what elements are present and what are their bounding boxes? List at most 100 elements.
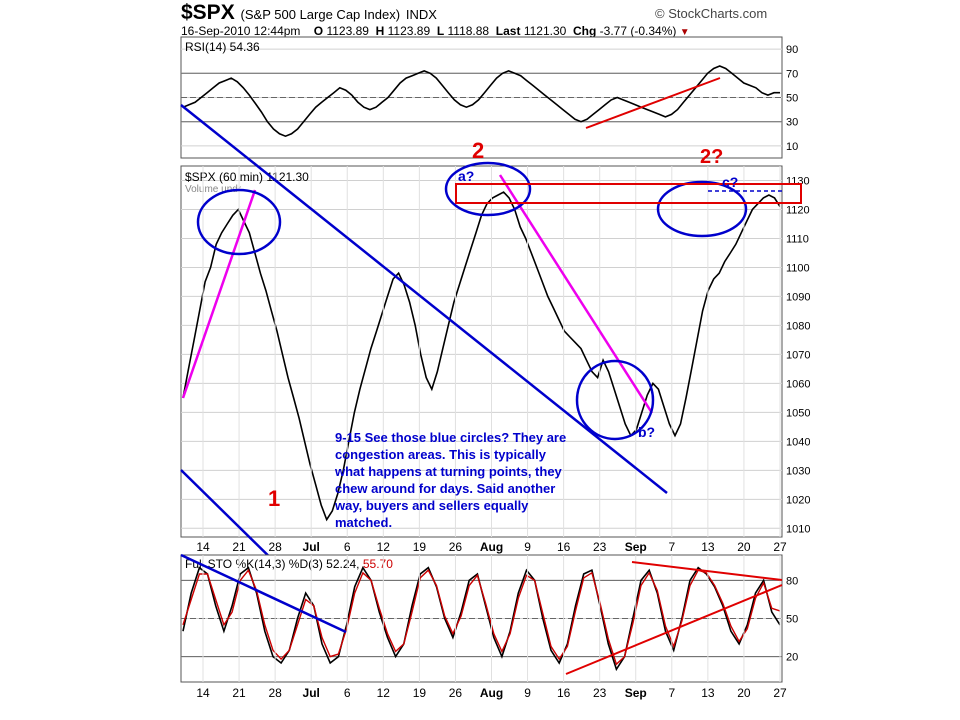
x-tick-label: 6 [344,540,351,554]
x-tick-label: Jul [303,686,320,700]
x-tick-label: 19 [413,686,427,700]
x-tick-label: Aug [480,540,503,554]
x-tick-label: Sep [625,540,647,554]
high-label: H [375,24,385,38]
exchange: INDX [405,7,437,22]
note-line: 9-15 See those blue circles? They are [335,430,566,445]
price-panel: $SPX (60 min) 1121.30 Volume undr 101010… [180,104,810,633]
rsi-title: RSI(14) 54.36 [185,40,260,54]
note-line: matched. [335,515,392,530]
price-title: $SPX (60 min) 1121.30 [185,170,309,184]
x-tick-label: 26 [449,540,463,554]
y-tick-label: 1020 [786,494,810,506]
sto-trend-lower [565,584,783,675]
x-tick-label: Aug [480,686,503,700]
note-line: what happens at turning points, they [334,464,563,479]
stochastic-panel: Full STO %K(14,3) %D(3) 52.24, 55.70 20 5… [180,553,798,700]
y-tick-label: 30 [786,117,798,129]
open-value: 1123.89 [326,24,369,38]
chg-label: Chg [572,24,597,38]
rsi-series [182,65,780,138]
y-tick-label: 80 [786,575,798,587]
y-tick-label: 1130 [786,175,810,187]
index-name: (S&P 500 Large Cap Index) [240,7,401,22]
x-tick-label: 12 [377,686,391,700]
x-tick-label: 28 [268,540,282,554]
sto-y-ticks: 20 50 80 [786,575,798,663]
x-tick-label: 23 [593,540,607,554]
quote-line: 16-Sep-2010 12:44pm O 1123.89 H 1123.89 … [181,24,690,38]
magenta-trend-1 [181,189,257,399]
x-tick-label: Jul [303,540,320,554]
y-tick-label: 70 [786,68,798,80]
price-grid [181,179,782,529]
y-tick-label: 1100 [786,262,810,274]
sto-trend-upper [631,561,783,581]
x-tick-label: 21 [232,540,246,554]
x-tick-label: 23 [593,686,607,700]
last-value: 1121.30 [523,24,567,38]
sto-x-ticks: 14 21 28 Jul 6 12 19 26 Aug 9 16 23 Sep 7 13 20 27 [196,555,787,700]
congestion-circle-1 [196,188,282,256]
commentary-note: 9-15 See those blue circles? They are con… [334,430,566,530]
chg-value: -3.77 (-0.34%) [599,24,677,38]
y-tick-label: 1010 [786,523,810,535]
symbol-title: $SPX (S&P 500 Large Cap Index) INDX [181,1,437,25]
wave-label-2: 2 [472,138,484,163]
stockcharts-logo: © StockCharts.com [655,6,768,21]
low-label: L [436,24,445,38]
x-tick-label: 6 [344,686,351,700]
last-label: Last [495,24,521,38]
low-value: 1118.88 [447,24,490,38]
series-line-1 [182,568,781,666]
wave-label-bq: b? [638,424,655,440]
high-value: 1123.89 [387,24,431,38]
wave-label-aq: a? [458,168,474,184]
open-label: O [313,24,324,38]
x-tick-label: Sep [625,686,647,700]
x-tick-label: 27 [773,686,787,700]
x-tick-label: 26 [449,686,463,700]
magenta-trend-2 [498,174,654,414]
note-line: chew around for days. Said another [335,481,555,496]
sto-series [182,566,781,672]
congestion-circle-3 [575,359,655,441]
rsi-panel: RSI(14) 54.36 10 30 50 70 90 [180,36,798,159]
downtrend-line-upper [180,104,668,494]
price-y-ticks: 1010 1020 1030 1040 1050 1060 1070 1080 1090 1100… [786,175,810,535]
y-tick-label: 20 [786,652,798,664]
rsi-trendline [585,77,721,129]
x-tick-label: 14 [196,540,210,554]
wave-label-1: 1 [268,486,280,511]
x-tick-label: 12 [377,540,391,554]
price-x-ticks: 14 21 28 Jul 6 12 19 26 Aug 9 16 23 Sep 7 13 20 27 [196,166,787,554]
quote-date: 16-Sep-2010 12:44pm [181,24,301,38]
note-line: congestion areas. This is typically [335,447,547,462]
wave-label-cq: c? [722,174,738,190]
y-tick-label: 50 [786,93,798,105]
x-tick-label: 13 [701,686,715,700]
y-tick-label: 1080 [786,320,810,332]
x-tick-label: 20 [737,540,751,554]
congestion-circle-2 [444,161,532,217]
y-tick-label: 50 [786,614,798,626]
x-tick-label: 28 [268,686,282,700]
y-tick-label: 90 [786,44,798,56]
x-tick-label: 16 [557,686,571,700]
y-tick-label: 1090 [786,291,810,303]
resistance-box [455,183,802,204]
x-tick-label: 9 [524,540,531,554]
y-tick-label: 1120 [786,204,810,216]
y-tick-label: 1110 [786,233,809,245]
y-tick-label: 1040 [786,436,810,448]
y-tick-label: 1060 [786,378,810,390]
y-tick-label: 1050 [786,407,810,419]
x-tick-label: 13 [701,540,715,554]
x-tick-label: 21 [232,686,246,700]
series-line-0 [182,65,780,138]
down-triangle-icon: ▼ [679,27,690,38]
wave-label-2q: 2? [700,146,723,168]
x-tick-label: 9 [524,686,531,700]
rsi-y-ticks: 10 30 50 70 90 [786,44,798,153]
